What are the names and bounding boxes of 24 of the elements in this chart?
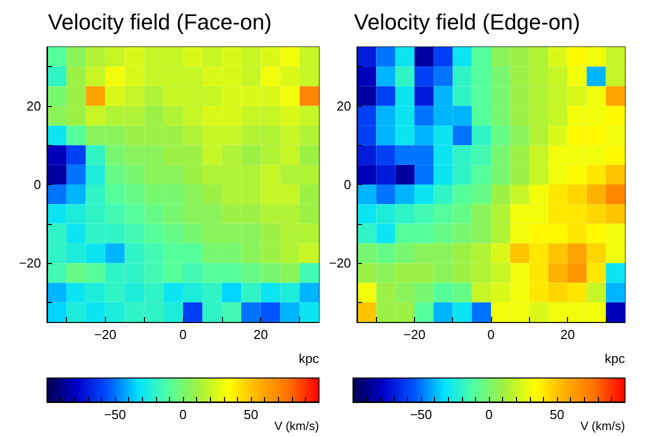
x-tick-label: 0: [179, 327, 187, 342]
y-tick-label: 20: [26, 98, 41, 114]
color-bar-label: 50: [550, 407, 564, 422]
color-bar-title: V (km/s): [274, 419, 320, 433]
x-tick-label: 0: [487, 327, 495, 342]
y-tick-label: −20: [18, 256, 41, 271]
y-tick-label: 0: [34, 177, 41, 192]
chart-title: Velocity field (Edge-on): [354, 10, 580, 34]
color-bar-label: −50: [410, 407, 432, 422]
y-tick-label: 0: [344, 177, 352, 192]
x-axis-title: kpc: [604, 351, 626, 366]
color-bar-label: 0: [485, 407, 493, 422]
chart-title: Velocity field (Face-on): [48, 10, 272, 34]
color-bar-label: 0: [179, 407, 187, 422]
x-tick-label: 20: [560, 327, 575, 342]
color-bar-title: V (km/s): [580, 419, 626, 433]
color-bar-label: −50: [104, 407, 126, 422]
x-tick-label: 20: [253, 327, 268, 342]
x-tick-label: −20: [403, 327, 426, 342]
color-bar-label: 50: [244, 407, 258, 422]
y-tick-label: 20: [336, 98, 352, 114]
y-tick-label: −20: [328, 256, 352, 271]
x-tick-label: −20: [94, 327, 116, 342]
x-axis-title: kpc: [298, 351, 320, 366]
